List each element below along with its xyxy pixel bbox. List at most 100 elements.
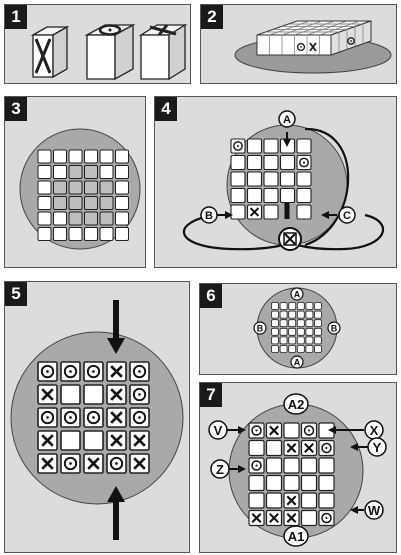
- step-7-panel: 7 A2 A1 V Z X Y: [199, 382, 397, 553]
- cube-cell: [60, 407, 81, 428]
- push-illustration: [10, 300, 184, 540]
- cube-cell: [60, 453, 81, 474]
- cube-cell: [265, 422, 283, 439]
- cube-cell: [68, 211, 83, 226]
- cube-cell: [106, 430, 127, 451]
- cube-x-top: [138, 23, 188, 81]
- cube-cell: [246, 171, 263, 187]
- cube-cell: [129, 407, 150, 428]
- cube-cell: [279, 345, 288, 353]
- step-number: 4: [155, 97, 177, 121]
- path-c: [296, 213, 385, 251]
- cube-cell: [246, 154, 263, 171]
- cube-cell: [37, 165, 52, 179]
- cube-cell: [283, 457, 300, 474]
- cube-cell: [99, 196, 114, 210]
- cube-cell: [305, 345, 314, 353]
- cube-cell: [248, 474, 265, 492]
- cube-cell: [60, 430, 81, 451]
- o-mark: [251, 425, 262, 436]
- move-illustration: A B C: [183, 110, 385, 251]
- cube-cell: [83, 453, 104, 474]
- cube-cell: [288, 336, 297, 345]
- label-x: X: [364, 420, 384, 440]
- svg-text:A1: A1: [288, 529, 305, 544]
- cube-cell: [318, 439, 335, 457]
- cube-cell: [288, 319, 297, 328]
- o-mark: [63, 364, 78, 379]
- cube-cell: [230, 138, 246, 154]
- cube-grid: [271, 302, 322, 353]
- cube-cell: [314, 345, 322, 353]
- label-c: C: [338, 206, 356, 224]
- label-y: Y: [367, 437, 387, 457]
- label-a2: A2: [283, 393, 309, 415]
- cube-cell: [99, 165, 114, 179]
- cube-cell: [53, 211, 67, 226]
- cube-cell: [279, 310, 288, 319]
- cube-stack: [256, 20, 372, 56]
- cube-cell: [37, 180, 52, 195]
- board-3d-illustration: [234, 20, 392, 74]
- cube-cell: [265, 439, 283, 457]
- label-b: B: [200, 206, 218, 224]
- cube-cell: [271, 345, 279, 353]
- cube-cell: [68, 196, 83, 210]
- cube-cell: [60, 384, 81, 405]
- label-a1: A1: [283, 525, 309, 547]
- cube-cell: [288, 310, 297, 319]
- cube-cell: [305, 302, 314, 310]
- cube-cell: [314, 302, 322, 310]
- cube-cell: [283, 509, 300, 527]
- step-number: 6: [200, 284, 222, 308]
- svg-text:Z: Z: [216, 462, 224, 477]
- label-v: V: [208, 420, 228, 440]
- cube-cell: [129, 361, 150, 382]
- step-4-panel: 4 A B C: [154, 96, 397, 268]
- cube-x-face: [30, 25, 70, 79]
- cube-cell: [296, 302, 305, 310]
- cube-cell: [37, 149, 52, 164]
- step-number: 5: [5, 282, 27, 306]
- cube-cell: [296, 204, 312, 220]
- cube-cell: [115, 180, 129, 195]
- cube-cell: [314, 310, 322, 319]
- cube-cell: [115, 211, 129, 226]
- svg-text:A: A: [283, 114, 291, 126]
- cube-cell: [246, 138, 263, 154]
- cube-cell: [37, 196, 52, 210]
- svg-text:B: B: [205, 210, 213, 222]
- cube-cell: [246, 204, 263, 220]
- cube-cell: [83, 407, 104, 428]
- cube-cell: [37, 227, 52, 241]
- cube-cell: [305, 327, 314, 336]
- cube-cell: [53, 227, 67, 241]
- label-a: A: [278, 110, 296, 128]
- cube-cell: [106, 384, 127, 405]
- cube-grid: [37, 149, 129, 241]
- svg-text:A: A: [294, 290, 301, 300]
- o-mark: [109, 456, 124, 471]
- cube-cell: [279, 154, 296, 171]
- svg-text:C: C: [343, 210, 351, 222]
- cube-cell: [296, 327, 305, 336]
- svg-text:A2: A2: [288, 397, 305, 412]
- cube-cell: [83, 384, 104, 405]
- step-number: 3: [5, 97, 27, 121]
- cube-cell: [314, 319, 322, 328]
- cube-cell: [68, 180, 83, 195]
- cube-cell: [318, 492, 335, 509]
- cube-cell: [68, 149, 83, 164]
- cube-grid: [230, 138, 312, 220]
- cube-cell: [296, 171, 312, 187]
- cube-cell: [305, 319, 314, 328]
- cube-cell: [99, 227, 114, 241]
- step-6-panel: 6 A A B B: [199, 283, 397, 375]
- cube-cell: [248, 509, 265, 527]
- cube-cell: [37, 407, 58, 428]
- labels-illustration: A2 A1 V Z X Y W: [208, 393, 387, 547]
- cube-cell: [230, 171, 246, 187]
- cube-grid: [248, 422, 335, 527]
- cube-cell: [271, 302, 279, 310]
- o-mark: [303, 425, 315, 436]
